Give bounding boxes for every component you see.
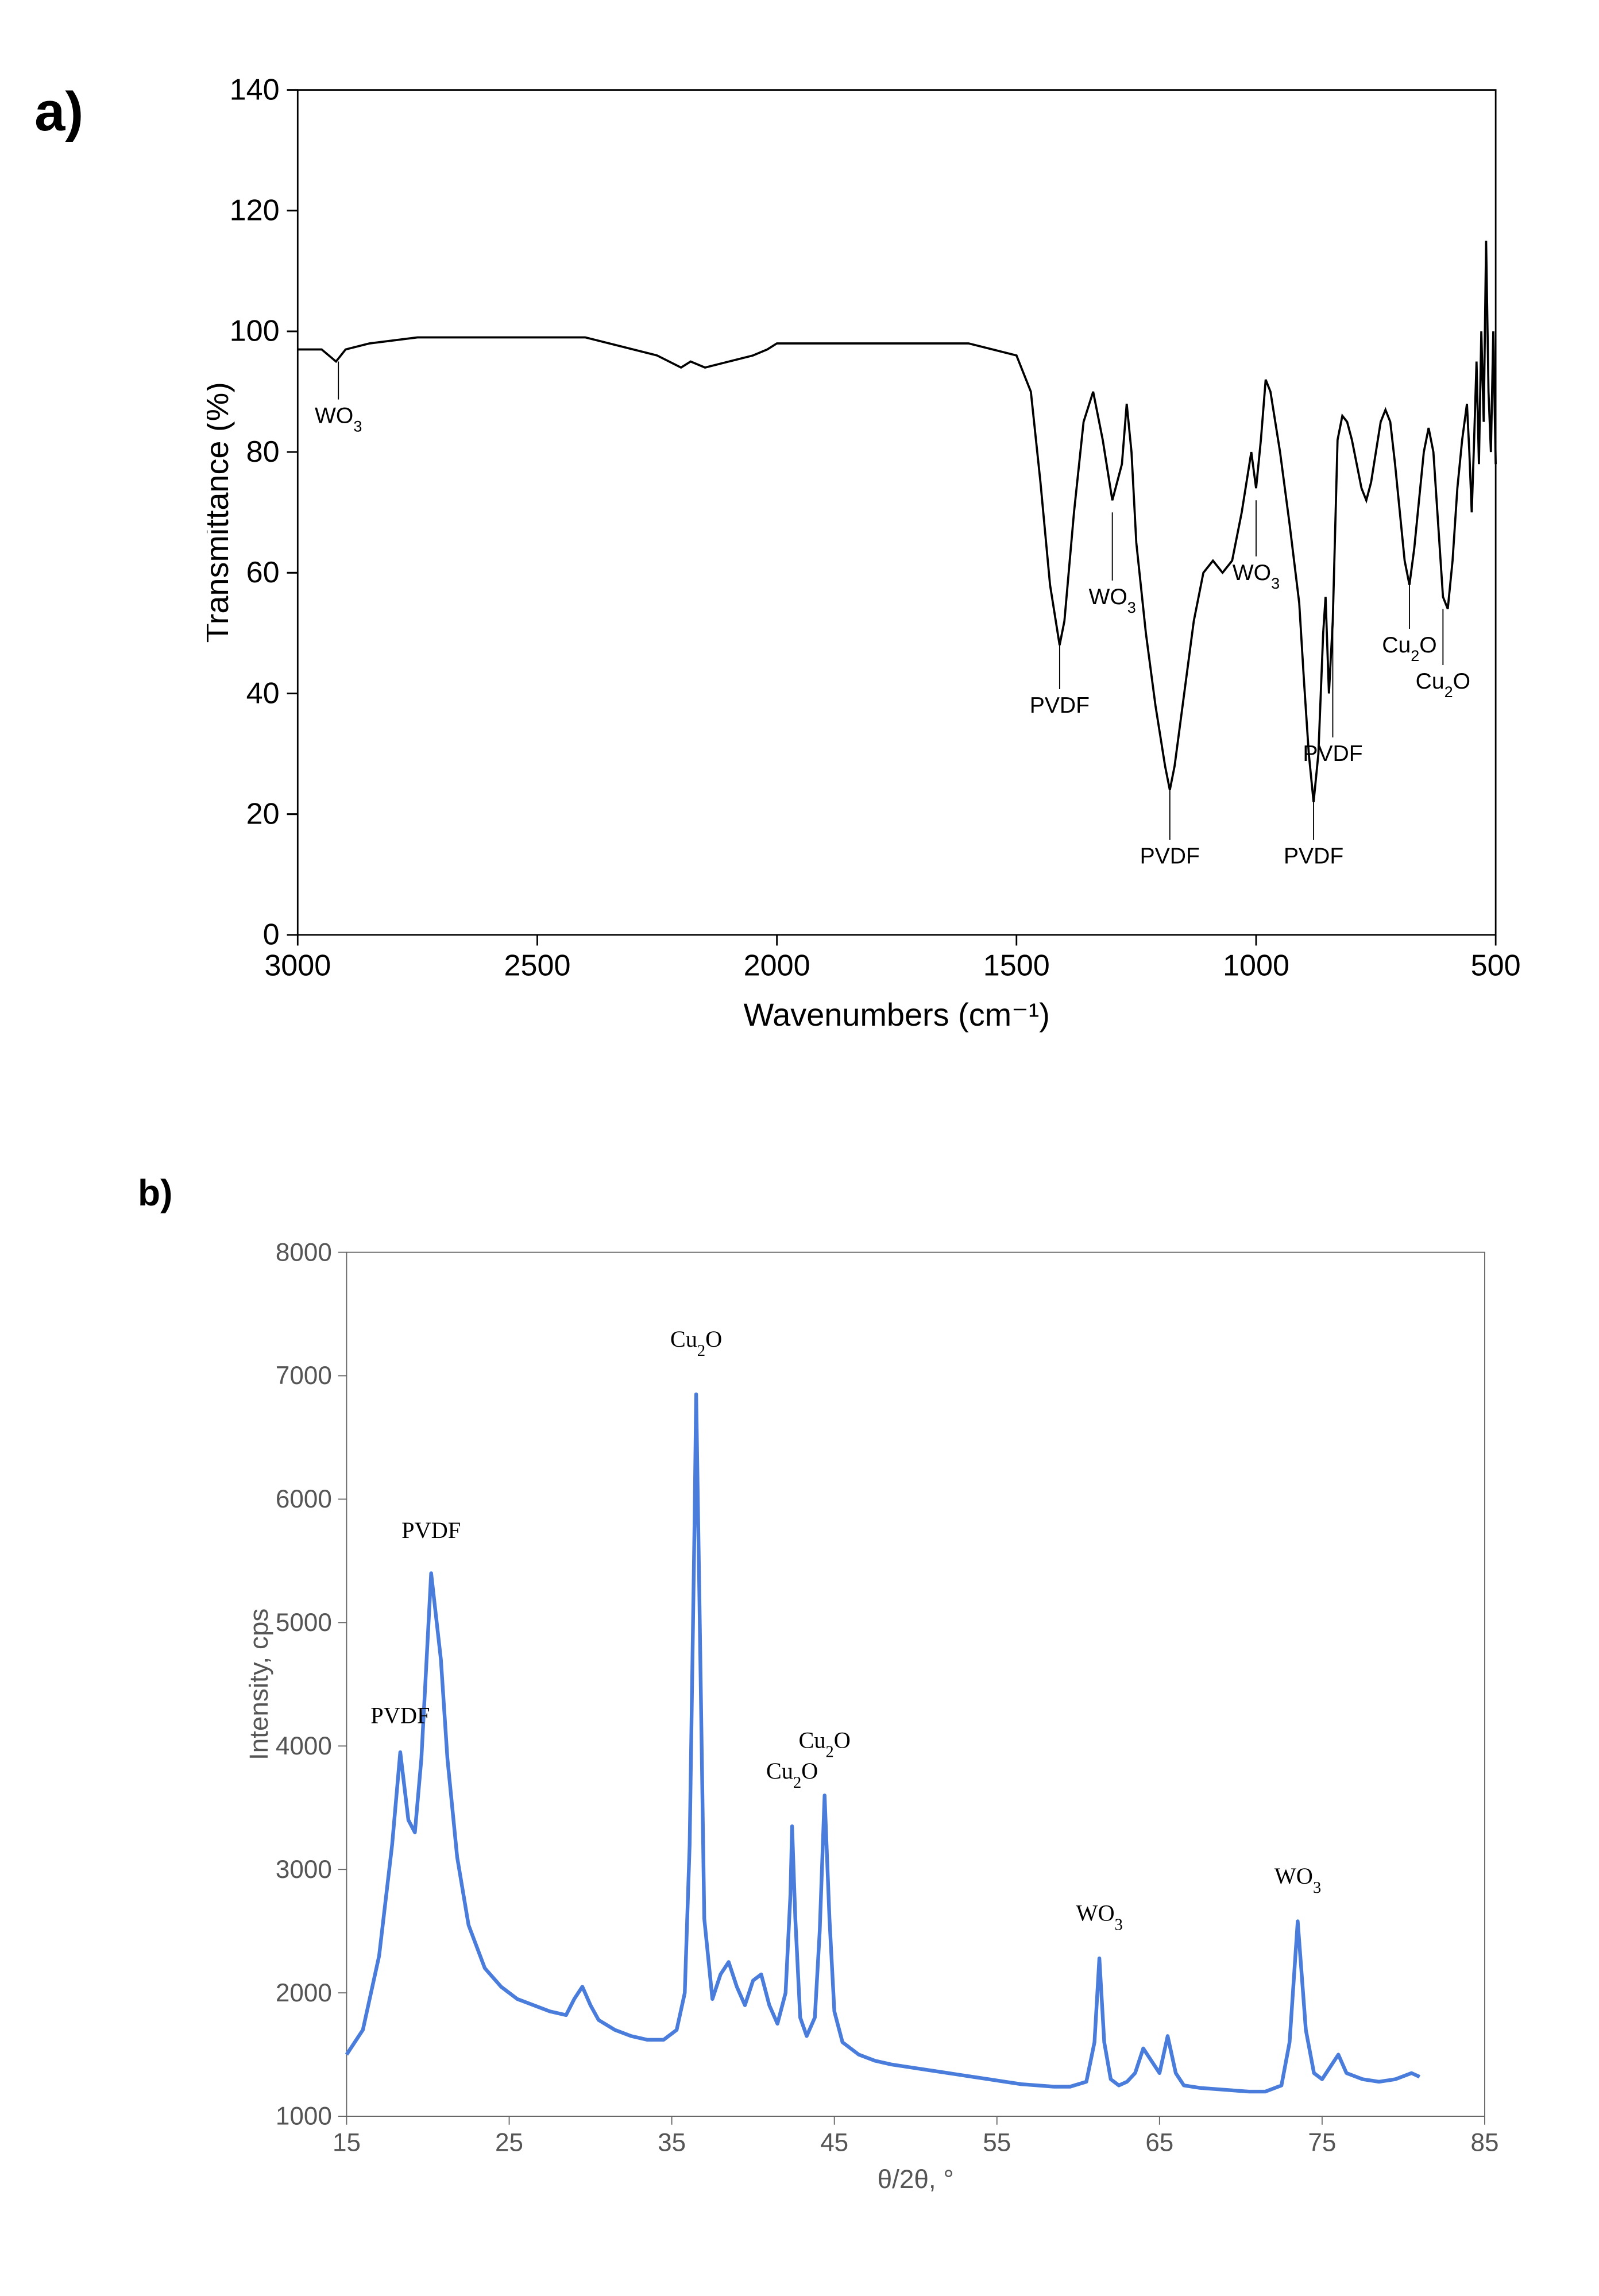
svg-text:15: 15 — [333, 2129, 361, 2157]
svg-text:0: 0 — [263, 918, 280, 952]
peak-label: Cu2O — [798, 1727, 850, 1761]
peak-label: PVDF — [1030, 693, 1090, 718]
svg-text:1000: 1000 — [1223, 949, 1289, 983]
svg-text:85: 85 — [1470, 2129, 1498, 2157]
xrd-trace — [346, 1394, 1419, 2092]
svg-text:120: 120 — [230, 194, 280, 227]
svg-text:100: 100 — [230, 315, 280, 348]
peak-label: WO3 — [1233, 561, 1280, 592]
panel-b-label: b) — [138, 1172, 172, 1214]
svg-text:60: 60 — [246, 556, 280, 589]
xrd-svg: 1000 2000 3000 4000 5000 6000 7000 8000 15 25 35 45… — [241, 1206, 1516, 2263]
svg-text:1000: 1000 — [276, 2102, 332, 2131]
peak-label: PVDF — [1140, 844, 1200, 869]
svg-text:θ/2θ, °: θ/2θ, ° — [878, 2164, 954, 2194]
svg-text:7000: 7000 — [276, 1362, 332, 1390]
svg-text:6000: 6000 — [276, 1485, 332, 1513]
xrd-pattern-chart: 1000 2000 3000 4000 5000 6000 7000 8000 15 25 35 45… — [241, 1206, 1516, 2263]
svg-text:2000: 2000 — [276, 1979, 332, 2007]
svg-text:4000: 4000 — [276, 1732, 332, 1760]
svg-text:3000: 3000 — [264, 949, 331, 983]
peak-label: Cu2O — [1416, 669, 1470, 701]
peak-label: Cu2O — [1382, 633, 1436, 664]
svg-text:2500: 2500 — [504, 949, 570, 983]
svg-text:140: 140 — [230, 73, 280, 106]
ftir-spectrum-chart: 0204060801001201403000250020001500100050… — [207, 52, 1493, 1085]
ftir-trace — [298, 241, 1496, 802]
svg-text:1500: 1500 — [983, 949, 1050, 983]
svg-text:5000: 5000 — [276, 1609, 332, 1637]
svg-text:3000: 3000 — [276, 1856, 332, 1884]
figure-page: a) 0 20 40 60 80 100 120 140 3000 2500 2000 1500 100… — [0, 0, 1599, 2296]
svg-text:Intensity, cps: Intensity, cps — [244, 1609, 273, 1760]
svg-text:25: 25 — [495, 2129, 523, 2157]
svg-text:Transmittance (%): Transmittance (%) — [207, 382, 235, 643]
svg-text:65: 65 — [1145, 2129, 1173, 2157]
ftir-svg: 0 20 40 60 80 100 120 140 3000 2500 2000 1500 1000 50… — [207, 52, 1528, 1085]
svg-text:55: 55 — [983, 2129, 1011, 2157]
peak-label: PVDF — [1284, 844, 1343, 869]
peak-label: WO3 — [1088, 585, 1135, 616]
svg-text:40: 40 — [246, 677, 280, 710]
peak-label: PVDF — [401, 1517, 461, 1543]
svg-text:75: 75 — [1308, 2129, 1336, 2157]
svg-text:2000: 2000 — [744, 949, 810, 983]
svg-text:8000: 8000 — [276, 1238, 332, 1266]
svg-text:80: 80 — [246, 435, 280, 469]
svg-text:45: 45 — [820, 2129, 848, 2157]
peak-label: PVDF — [370, 1702, 430, 1728]
panel-a-label: a) — [34, 80, 83, 144]
svg-text:Wavenumbers (cm⁻¹): Wavenumbers (cm⁻¹) — [744, 996, 1050, 1033]
peak-label: WO3 — [315, 404, 362, 435]
svg-text:500: 500 — [1471, 949, 1521, 983]
svg-text:35: 35 — [658, 2129, 686, 2157]
peak-label: WO3 — [1274, 1863, 1321, 1897]
peak-label: Cu2O — [670, 1326, 722, 1360]
peak-label: WO3 — [1076, 1900, 1122, 1934]
svg-text:20: 20 — [246, 797, 280, 830]
peak-label: PVDF — [1303, 741, 1362, 766]
peak-label: Cu2O — [766, 1758, 818, 1792]
